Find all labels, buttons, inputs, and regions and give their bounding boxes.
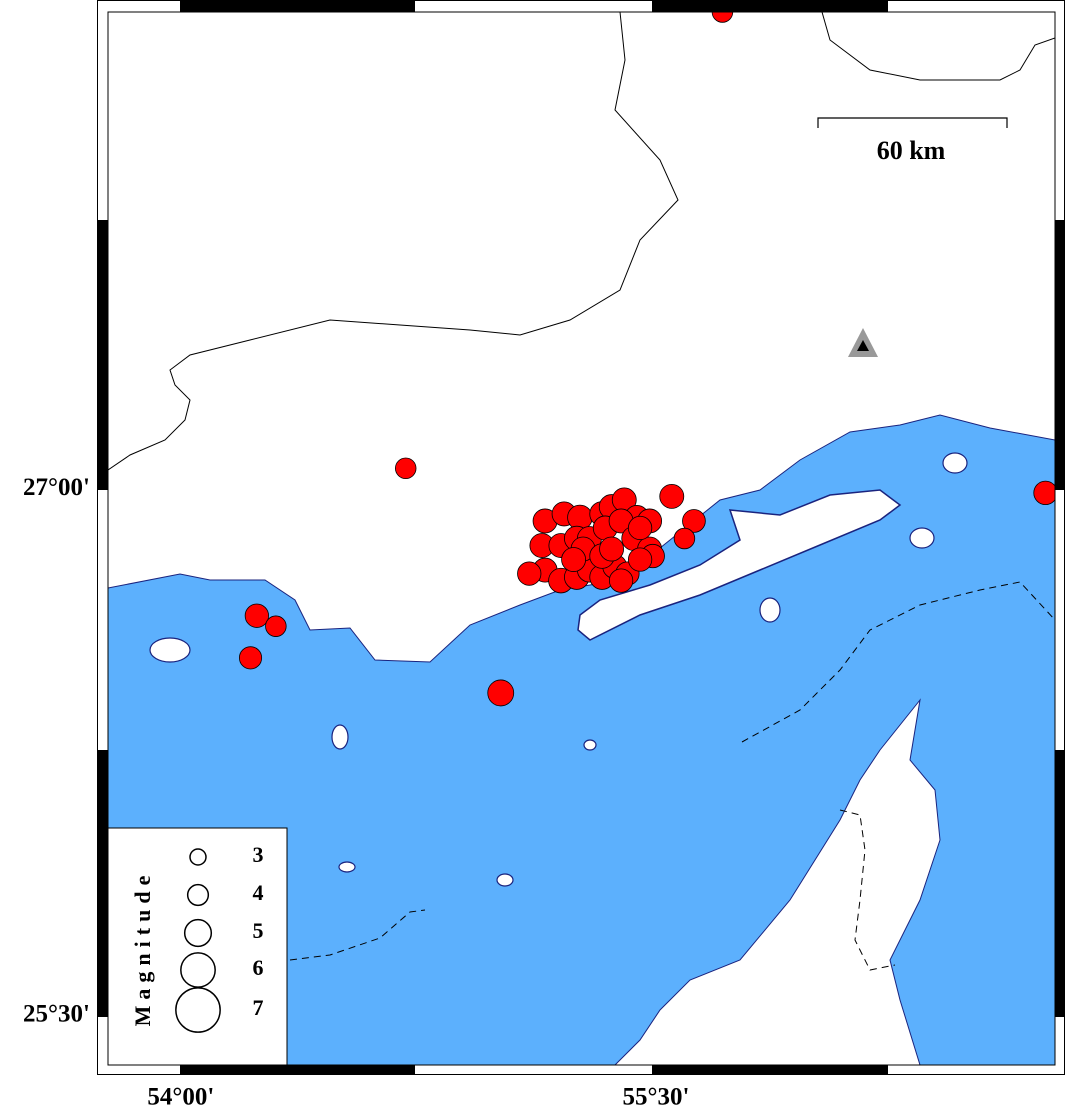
scale-label: 60 km [877, 136, 946, 165]
epicenter [238, 646, 263, 670]
legend-label: 7 [253, 995, 264, 1020]
epicenter [567, 504, 593, 531]
epicenter [682, 509, 706, 533]
y-tick-label: 27°00' [23, 474, 90, 501]
epicenter [265, 615, 287, 637]
y-tick-label: 25°30' [23, 1001, 90, 1028]
map-body [108, 12, 1055, 1065]
x-tick-label: 55°30' [622, 1084, 689, 1111]
legend-symbol [175, 987, 221, 1033]
legend-label: 6 [253, 955, 264, 980]
epicenter [627, 515, 653, 541]
epicenter [394, 457, 417, 480]
epicenter [487, 679, 515, 707]
islets [149, 452, 968, 887]
island [577, 489, 902, 641]
epicenter [608, 568, 634, 593]
epicenter [659, 483, 685, 509]
scale-bar [817, 117, 1008, 128]
epicenters [238, 12, 1055, 707]
legend-label: 4 [253, 880, 264, 905]
epicenter [627, 547, 653, 572]
x-tick-label: 54°00' [147, 1084, 214, 1111]
epicenter [711, 12, 734, 23]
epicenter [561, 547, 587, 572]
legend-symbol [186, 883, 210, 907]
borders [108, 12, 1055, 971]
legend-symbol [189, 848, 207, 866]
legend-label: 3 [253, 842, 264, 867]
volcano-core [857, 340, 869, 351]
epicenter [244, 603, 269, 628]
epicenter [673, 527, 696, 550]
epicenter [599, 536, 625, 562]
legend-label: 5 [253, 918, 264, 943]
legend-title: Magnitude [130, 870, 155, 1027]
legend-symbol [183, 918, 213, 948]
frame [97, 0, 1065, 1075]
epicenter [517, 561, 542, 586]
sea [108, 414, 1055, 1065]
epicenter [1033, 480, 1055, 505]
